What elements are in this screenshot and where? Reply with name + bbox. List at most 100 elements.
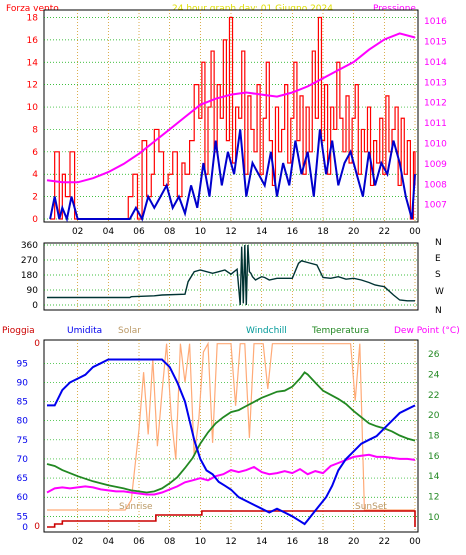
wind-y-tick-label: 8 [32,125,38,135]
humidity-y-tick-label: 0 [22,523,28,533]
climate-axes: 0556065707580859095001012141618202224260… [17,339,440,547]
climate-x-tick-label: 16 [287,537,299,547]
climate-grid [44,340,418,532]
wind-average-series [49,129,416,223]
wind-direction-series [47,244,415,306]
wind-x-tick-label: 20 [348,227,360,237]
wind-x-tick-label: 14 [256,227,268,237]
temperature-y-tick-label: 14 [428,472,440,482]
pressure-series [46,32,416,184]
pressure-y-tick-label: 1016 [424,17,447,27]
climate-x-tick-label: 04 [103,537,115,547]
wind-y-tick-label: 16 [27,36,39,46]
rain-y-tick-label: 0 [34,339,40,349]
humidity-y-tick-label: 75 [17,436,28,446]
wind-x-tick-label: 00 [409,227,421,237]
sunrise-label: Sunrise [119,502,153,512]
pressure-y-tick-label: 1012 [424,99,447,109]
legend-windchill: Windchill [246,326,287,336]
wind-series [46,16,416,223]
direction-y-tick-label: 180 [21,271,38,281]
direction-series [47,244,415,306]
wind-x-tick-label: 06 [133,227,145,237]
legend-temperatura: Temperatura [311,326,369,336]
direction-y-tick-label: 0 [32,301,38,311]
direction-compass-label: N [435,306,442,316]
direction-compass-label: E [435,254,441,264]
wind-y-tick-label: 12 [27,81,38,91]
temperature-y-tick-label: 24 [428,370,440,380]
direction-compass-label: S [435,270,441,280]
wind-y-tick-label: 10 [27,103,39,113]
temperature-y-tick-label: 20 [428,411,440,421]
climate-x-tick-label: 08 [164,537,176,547]
humidity-y-tick-label: 65 [17,474,28,484]
climate-x-tick-label: 02 [72,537,83,547]
pressure-y-tick-label: 1010 [424,140,447,150]
wind-x-tick-label: 12 [225,227,236,237]
wind-y-tick-label: 0 [32,215,38,225]
wind-x-tick-label: 16 [287,227,299,237]
direction-y-tick-label: 90 [27,286,39,296]
rain-y-tick-label: 0 [34,522,40,532]
humidity-y-tick-label: 80 [17,417,29,427]
pressure-y-tick-label: 1008 [424,180,447,190]
humidity-y-tick-label: 95 [17,359,28,369]
dewpoint-series [46,453,416,496]
wind-axes: 0246810121416181007100810091010101110121… [27,13,448,237]
wind-y-tick-label: 4 [32,170,38,180]
direction-compass-label: W [435,287,444,297]
direction-y-tick-label: 270 [21,256,38,266]
pressure-y-tick-label: 1011 [424,119,447,129]
temperature-y-tick-label: 10 [428,513,440,523]
wind-gust-series [50,16,416,220]
direction-compass-label: N [435,238,442,248]
climate-x-tick-label: 12 [225,537,236,547]
temperature-series [46,371,416,494]
temperature-y-tick-label: 26 [428,350,440,360]
climate-x-tick-label: 06 [133,537,145,547]
solar-series [47,341,415,511]
climate-x-tick-label: 14 [256,537,268,547]
pressure-y-tick-label: 1007 [424,201,447,211]
legend-pioggia: Pioggia [2,326,35,336]
header-left-title: Forza vento [6,4,59,14]
legend-dewpoint: Dew Point (°C) [394,326,460,336]
humidity-series [47,358,416,526]
temperature-y-tick-label: 18 [428,431,440,441]
pressure-y-tick-label: 1013 [424,78,447,88]
direction-y-tick-label: 360 [21,241,38,251]
humidity-y-tick-label: 55 [17,512,28,522]
pressure-y-tick-label: 1015 [424,38,447,48]
temperature-y-tick-label: 22 [428,391,439,401]
wind-y-tick-label: 2 [32,193,38,203]
wind-x-tick-label: 18 [317,227,329,237]
temperature-y-tick-label: 16 [428,452,440,462]
wind-x-tick-label: 10 [195,227,207,237]
climate-x-tick-label: 20 [348,537,360,547]
humidity-y-tick-label: 90 [17,378,29,388]
wind-x-tick-label: 02 [72,227,83,237]
climate-x-tick-label: 18 [317,537,329,547]
pressure-y-tick-label: 1009 [424,160,447,170]
humidity-y-tick-label: 85 [17,398,28,408]
legend-umidita: Umidita [67,326,102,336]
wind-y-tick-label: 18 [27,13,39,23]
wind-x-tick-label: 08 [164,227,176,237]
header-right-title: Pressione [373,4,416,14]
climate-series [46,341,416,528]
rain-series [47,510,416,528]
header-center-title: 24 hour graph day: 01 Giugno 2024 [172,4,333,14]
wind-y-tick-label: 6 [32,148,38,158]
humidity-y-tick-label: 60 [17,493,29,503]
climate-x-tick-label: 10 [195,537,207,547]
wind-x-tick-label: 04 [103,227,115,237]
wind-x-tick-label: 22 [379,227,390,237]
wind-y-tick-label: 14 [27,58,39,68]
climate-x-tick-label: 22 [379,537,390,547]
sunset-label: SunSet [355,502,387,512]
legend-solar: Solar [118,326,141,336]
